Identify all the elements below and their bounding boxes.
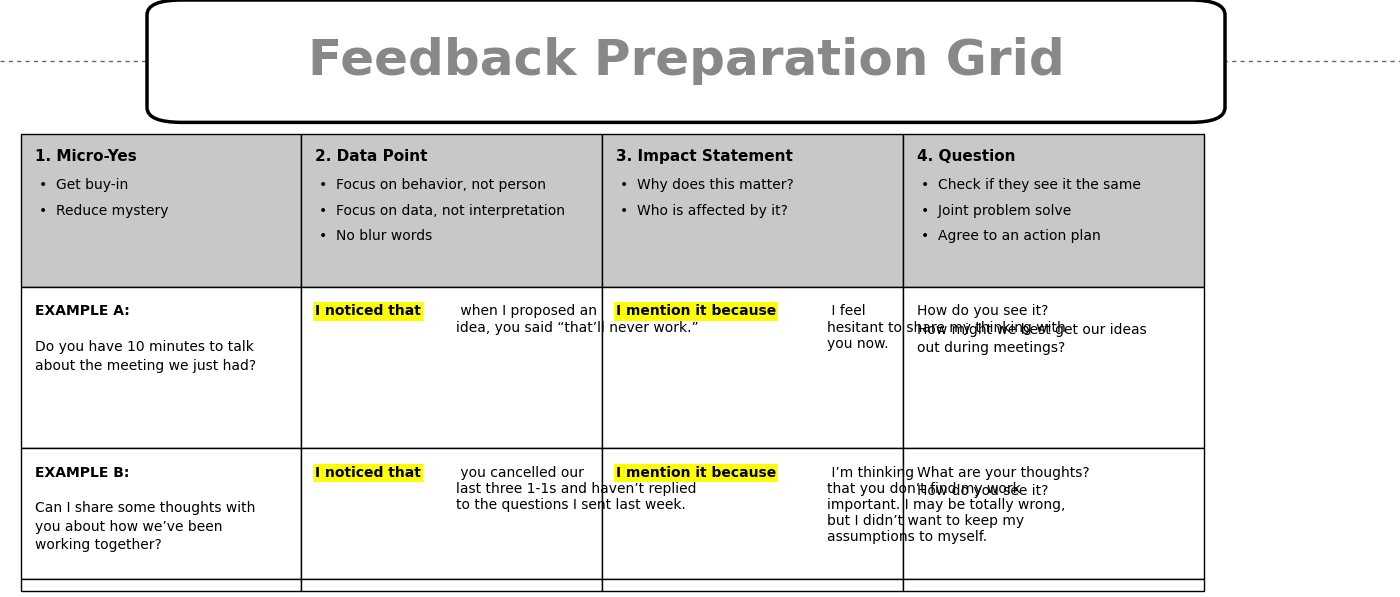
Text: I feel
hesitant to share my thinking with
you now.: I feel hesitant to share my thinking wit… — [827, 304, 1065, 351]
Text: Do you have 10 minutes to talk
about the meeting we just had?: Do you have 10 minutes to talk about the… — [35, 340, 256, 373]
Text: I’m thinking
that you don’t find my work
important. I may be totally wrong,
but : I’m thinking that you don’t find my work… — [827, 466, 1065, 544]
Bar — [602, 287, 903, 448]
Text: •  Joint problem solve: • Joint problem solve — [921, 204, 1071, 217]
Bar — [602, 448, 903, 579]
Text: EXAMPLE A:: EXAMPLE A: — [35, 304, 130, 318]
Text: EXAMPLE B:: EXAMPLE B: — [35, 466, 129, 479]
Bar — [301, 579, 602, 591]
Text: What are your thoughts?
How do you see it?: What are your thoughts? How do you see i… — [917, 466, 1089, 498]
Bar — [903, 287, 1204, 448]
Text: 1. Micro-Yes: 1. Micro-Yes — [35, 149, 137, 164]
Bar — [301, 134, 602, 287]
Text: you cancelled our
last three 1-1s and haven’t replied
to the questions I sent la: you cancelled our last three 1-1s and ha… — [456, 466, 696, 512]
Bar — [903, 448, 1204, 579]
Bar — [21, 579, 301, 591]
Bar — [301, 448, 602, 579]
Text: •  Why does this matter?: • Why does this matter? — [620, 178, 794, 192]
Bar — [21, 287, 301, 448]
Text: •  Focus on data, not interpretation: • Focus on data, not interpretation — [319, 204, 566, 217]
Bar — [903, 579, 1204, 591]
Text: •  Agree to an action plan: • Agree to an action plan — [921, 229, 1100, 243]
Text: How do you see it?
How might we best get our ideas
out during meetings?: How do you see it? How might we best get… — [917, 304, 1147, 355]
Text: I mention it because: I mention it because — [616, 304, 776, 318]
Text: •  Check if they see it the same: • Check if they see it the same — [921, 178, 1141, 192]
Text: I mention it because: I mention it because — [616, 466, 776, 479]
Text: when I proposed an
idea, you said “that’ll never work.”: when I proposed an idea, you said “that’… — [456, 304, 699, 335]
Bar — [602, 579, 903, 591]
FancyBboxPatch shape — [147, 0, 1225, 122]
Bar — [21, 134, 301, 287]
Text: •  No blur words: • No blur words — [319, 229, 433, 243]
Text: I noticed that: I noticed that — [315, 304, 421, 318]
Text: •  Reduce mystery: • Reduce mystery — [39, 204, 168, 217]
Text: •  Who is affected by it?: • Who is affected by it? — [620, 204, 788, 217]
Text: •  Focus on behavior, not person: • Focus on behavior, not person — [319, 178, 546, 192]
Text: I noticed that: I noticed that — [315, 466, 421, 479]
Text: Can I share some thoughts with
you about how we’ve been
working together?: Can I share some thoughts with you about… — [35, 501, 255, 552]
Text: 2. Data Point: 2. Data Point — [315, 149, 427, 164]
Bar — [21, 448, 301, 579]
Text: 4. Question: 4. Question — [917, 149, 1015, 164]
Bar — [602, 134, 903, 287]
Text: Feedback Preparation Grid: Feedback Preparation Grid — [308, 37, 1064, 85]
Text: •  Get buy-in: • Get buy-in — [39, 178, 129, 192]
Text: 3. Impact Statement: 3. Impact Statement — [616, 149, 792, 164]
Bar — [301, 287, 602, 448]
Bar — [903, 134, 1204, 287]
